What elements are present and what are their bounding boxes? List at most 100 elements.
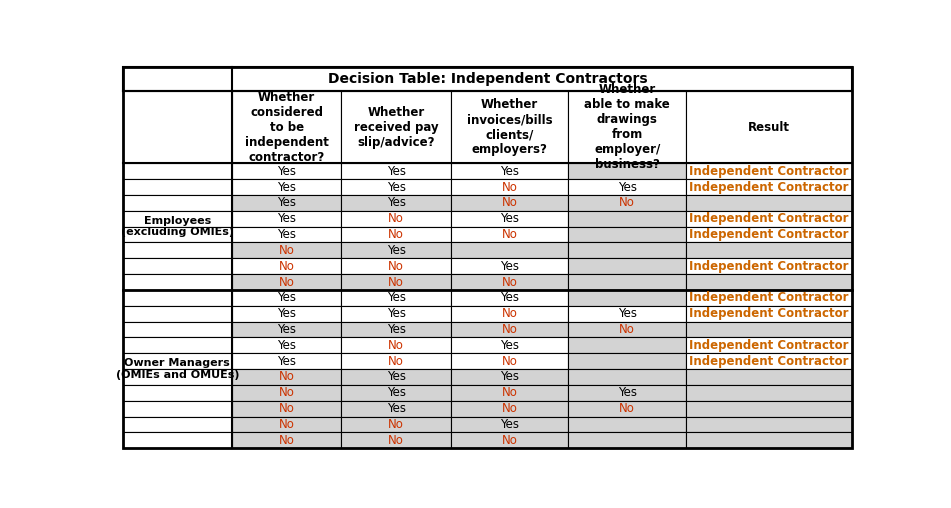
- Text: Yes: Yes: [500, 212, 519, 225]
- Bar: [451, 322, 569, 337]
- Bar: [451, 179, 569, 195]
- Bar: [123, 179, 232, 195]
- Text: Yes: Yes: [278, 212, 296, 225]
- Bar: [569, 211, 686, 227]
- Bar: [569, 227, 686, 242]
- Text: Yes: Yes: [387, 292, 406, 304]
- Text: Independent Contractor: Independent Contractor: [689, 339, 849, 352]
- Bar: [686, 432, 852, 448]
- Text: No: No: [279, 260, 295, 273]
- Text: Yes: Yes: [278, 165, 296, 178]
- Bar: [341, 258, 451, 274]
- Bar: [686, 258, 852, 274]
- Text: No: No: [502, 386, 517, 399]
- Bar: [341, 417, 451, 432]
- Text: No: No: [502, 434, 517, 447]
- Bar: [686, 322, 852, 337]
- Bar: [123, 401, 232, 417]
- Text: Yes: Yes: [278, 228, 296, 241]
- Bar: [123, 353, 232, 369]
- Text: Independent Contractor: Independent Contractor: [689, 165, 849, 178]
- Bar: [232, 322, 341, 337]
- Text: Yes: Yes: [278, 355, 296, 368]
- Bar: [341, 211, 451, 227]
- Bar: [232, 417, 341, 432]
- Bar: [123, 242, 232, 258]
- Bar: [232, 337, 341, 353]
- Text: Independent Contractor: Independent Contractor: [689, 228, 849, 241]
- Text: No: No: [279, 434, 295, 447]
- Bar: [232, 242, 341, 258]
- Bar: [341, 401, 451, 417]
- Text: No: No: [502, 275, 517, 289]
- Bar: [569, 290, 686, 306]
- Text: Employees
(excluding OMIEs): Employees (excluding OMIEs): [121, 216, 234, 237]
- Text: No: No: [388, 228, 404, 241]
- Text: Yes: Yes: [387, 180, 406, 194]
- Bar: [569, 401, 686, 417]
- Bar: [123, 274, 232, 290]
- Text: Yes: Yes: [387, 244, 406, 257]
- Text: Independent Contractor: Independent Contractor: [689, 292, 849, 304]
- Bar: [686, 337, 852, 353]
- Bar: [232, 211, 341, 227]
- Text: Yes: Yes: [387, 386, 406, 399]
- Text: No: No: [502, 180, 517, 194]
- Text: No: No: [619, 402, 635, 415]
- Text: Yes: Yes: [387, 370, 406, 384]
- Bar: [232, 179, 341, 195]
- Text: Whether
able to make
drawings
from
employer/
business?: Whether able to make drawings from emplo…: [584, 83, 670, 171]
- Bar: [451, 353, 569, 369]
- Text: No: No: [388, 355, 404, 368]
- Text: Independent Contractor: Independent Contractor: [689, 307, 849, 320]
- Bar: [123, 258, 232, 274]
- Text: No: No: [502, 197, 517, 209]
- Text: Independent Contractor: Independent Contractor: [689, 355, 849, 368]
- Bar: [123, 195, 232, 211]
- Bar: [451, 369, 569, 385]
- Text: Yes: Yes: [500, 370, 519, 384]
- Bar: [341, 195, 451, 211]
- Bar: [569, 306, 686, 322]
- Bar: [341, 227, 451, 242]
- Bar: [341, 163, 451, 179]
- Text: Yes: Yes: [618, 386, 637, 399]
- Bar: [341, 274, 451, 290]
- Text: Yes: Yes: [500, 418, 519, 431]
- Text: No: No: [279, 244, 295, 257]
- Text: Yes: Yes: [278, 292, 296, 304]
- Text: No: No: [388, 212, 404, 225]
- Text: Independent Contractor: Independent Contractor: [689, 180, 849, 194]
- Text: Whether
invoices/bills
clients/
employers?: Whether invoices/bills clients/ employer…: [467, 98, 553, 156]
- Text: Yes: Yes: [500, 292, 519, 304]
- Bar: [232, 274, 341, 290]
- Bar: [569, 337, 686, 353]
- Text: No: No: [279, 386, 295, 399]
- Bar: [341, 179, 451, 195]
- Bar: [341, 290, 451, 306]
- Bar: [341, 322, 451, 337]
- Bar: [232, 258, 341, 274]
- Bar: [232, 290, 341, 306]
- Bar: [569, 353, 686, 369]
- Text: Yes: Yes: [387, 307, 406, 320]
- Bar: [451, 385, 569, 401]
- Bar: [341, 385, 451, 401]
- Bar: [451, 91, 569, 163]
- Bar: [451, 227, 569, 242]
- Bar: [123, 322, 232, 337]
- Text: No: No: [502, 307, 517, 320]
- Bar: [232, 195, 341, 211]
- Text: Whether
received pay
slip/advice?: Whether received pay slip/advice?: [354, 106, 438, 148]
- Text: Yes: Yes: [387, 402, 406, 415]
- Bar: [569, 163, 686, 179]
- Text: No: No: [502, 355, 517, 368]
- Bar: [686, 227, 852, 242]
- Bar: [123, 369, 232, 385]
- Text: No: No: [388, 275, 404, 289]
- Text: Yes: Yes: [500, 165, 519, 178]
- Bar: [123, 67, 852, 91]
- Text: Yes: Yes: [387, 323, 406, 336]
- Bar: [686, 179, 852, 195]
- Text: Yes: Yes: [618, 180, 637, 194]
